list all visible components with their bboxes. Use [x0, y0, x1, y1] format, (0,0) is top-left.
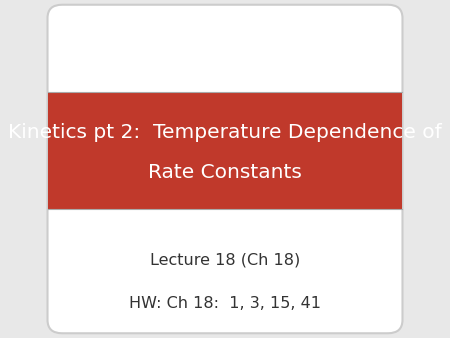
Bar — [48, 92, 402, 209]
Text: Lecture 18 (Ch 18): Lecture 18 (Ch 18) — [150, 252, 300, 267]
FancyBboxPatch shape — [48, 5, 402, 333]
Text: Kinetics pt 2:  Temperature Dependence of: Kinetics pt 2: Temperature Dependence of — [8, 123, 442, 142]
Text: HW: Ch 18:  1, 3, 15, 41: HW: Ch 18: 1, 3, 15, 41 — [129, 296, 321, 311]
Text: Rate Constants: Rate Constants — [148, 163, 302, 182]
